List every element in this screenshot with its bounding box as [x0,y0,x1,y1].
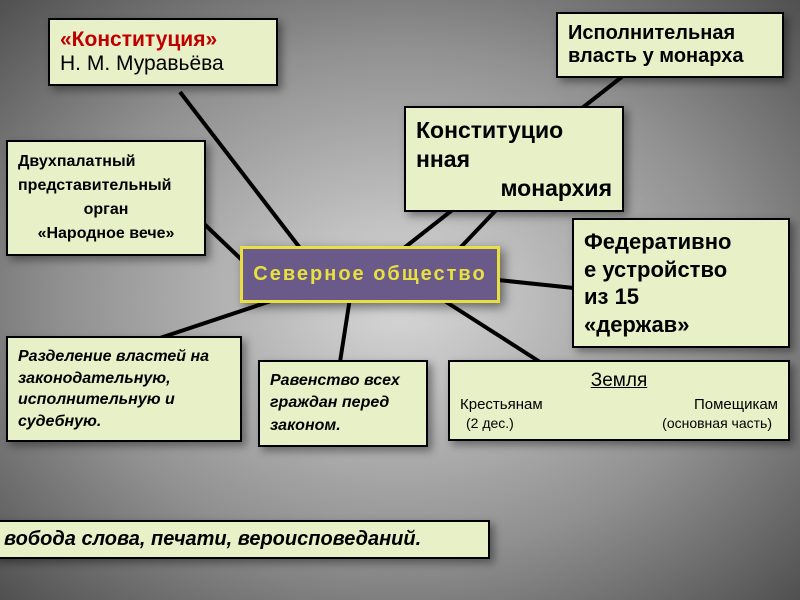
federative-line1: Федеративно [584,228,778,256]
land-sub2: (основная часть) [662,415,772,431]
node-bicameral: Двухпалатный представительный орган «Нар… [6,140,206,256]
federative-line4: «держав» [584,311,778,339]
federative-line2: е устройство [584,256,778,284]
separation-line4: судебную. [18,411,230,433]
node-separation: Разделение властей на законодательную, и… [6,336,242,442]
equality-line1: Равенство всех [270,370,416,392]
bicameral-line1: Двухпалатный [18,150,194,174]
constitution-line1: «Конституция» [60,28,266,52]
node-land: Земля Крестьянам Помещикам (2 дес.) (осн… [448,360,790,441]
footer-box: вобода слова, печати, вероисповеданий. [0,520,490,559]
equality-line2: граждан перед [270,392,416,414]
executive-line2: власть у монарха [568,45,772,68]
land-sub1: (2 дес.) [466,415,514,431]
equality-line3: законом. [270,415,416,437]
node-federative: Федеративно е устройство из 15 «держав» [572,218,790,348]
monarchy-line3: монархия [416,174,612,203]
separation-line3: исполнительную и [18,389,230,411]
executive-line1: Исполнительная [568,22,772,45]
footer-text: вобода слова, печати, вероисповеданий. [4,528,421,550]
land-col2: Помещикам [694,396,778,413]
federative-line3: из 15 [584,283,778,311]
node-executive: Исполнительная власть у монарха [556,12,784,78]
separation-line1: Разделение властей на [18,346,230,368]
monarchy-line1: Конституцио [416,116,612,145]
land-col1: Крестьянам [460,396,543,413]
node-monarchy: Конституцио нная монархия [404,106,624,212]
separation-line2: законодательную, [18,368,230,390]
node-constitution: «Конституция» Н. М. Муравьёва [48,18,278,86]
land-title: Земля [460,370,778,392]
monarchy-line2: нная [416,145,612,174]
node-equality: Равенство всех граждан перед законом. [258,360,428,447]
bicameral-line3: орган [18,198,194,222]
center-text: Северное общество [253,263,486,285]
bicameral-line2: представительный [18,174,194,198]
center-node: Северное общество [240,246,500,303]
constitution-line2: Н. М. Муравьёва [60,52,266,76]
bicameral-line4: «Народное вече» [18,222,194,246]
